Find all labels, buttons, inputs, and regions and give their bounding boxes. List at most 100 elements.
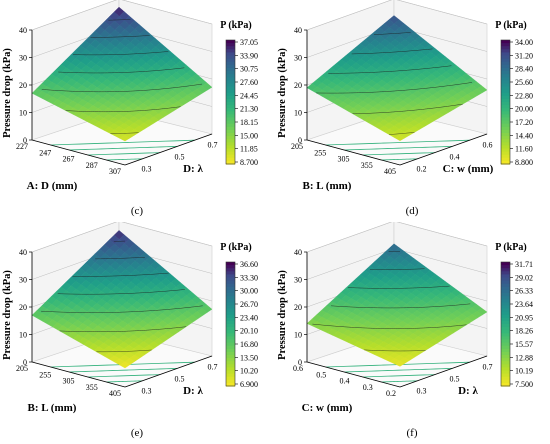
x-tick-label: 255 xyxy=(39,370,51,379)
colorbar-band xyxy=(226,339,235,344)
colorbar-band xyxy=(226,311,235,316)
colorbar-band xyxy=(226,330,235,334)
panel-c: 0 10 20 30 40 Pressure drop (kPa)227 247 267 287… xyxy=(2,0,258,217)
colorbar-band xyxy=(226,64,235,69)
colorbar-band xyxy=(501,139,510,143)
colorbar-band xyxy=(501,67,510,72)
colorbar-band xyxy=(226,289,235,294)
colorbar-tick-label: 37.05 xyxy=(240,38,258,47)
colorbar-band xyxy=(226,67,235,72)
response-surface xyxy=(31,6,213,142)
colorbar-band xyxy=(226,40,235,44)
x-tick-label: 205 xyxy=(291,142,303,151)
colorbar-tick-label: 22.80 xyxy=(515,91,533,100)
y-axis xyxy=(399,355,488,388)
surface-contour xyxy=(312,323,467,329)
colorbar-band xyxy=(501,92,510,97)
colorbar-band xyxy=(226,108,235,112)
colorbar-band xyxy=(501,382,510,387)
floor-contour xyxy=(106,158,143,161)
colorbar-band xyxy=(501,268,510,272)
x-tick-label: 255 xyxy=(314,148,326,157)
colorbar-band xyxy=(501,379,510,384)
floor-contour xyxy=(344,368,453,373)
colorbar-band xyxy=(501,145,510,150)
y-tick-label: 0.2 xyxy=(416,164,426,173)
x-tick-label: 0.2 xyxy=(386,389,396,398)
grid-line xyxy=(31,0,213,31)
colorbar: 34.00 31.20 28.40 25.60 22.80 20.00 17.20 14.40… xyxy=(500,38,533,167)
colorbar-band xyxy=(501,49,510,53)
x-tick-label: 305 xyxy=(63,377,75,386)
colorbar-tick-label: 33.30 xyxy=(240,273,258,282)
colorbar-band xyxy=(226,274,235,279)
colorbar-band xyxy=(226,126,235,131)
colorbar-band xyxy=(501,123,510,128)
colorbar-band xyxy=(226,336,235,341)
colorbar-band xyxy=(226,271,235,275)
colorbar-band xyxy=(226,382,235,387)
colorbar-band xyxy=(226,358,235,362)
colorbar-band xyxy=(226,327,235,331)
surface-contour xyxy=(108,19,131,21)
z-tick-label: 10 xyxy=(294,109,302,118)
colorbar-band xyxy=(226,154,235,159)
colorbar-band xyxy=(501,157,510,162)
x-tick-label: 267 xyxy=(63,155,75,164)
response-surface xyxy=(306,243,488,367)
colorbar-band xyxy=(501,58,510,63)
colorbar-title: P (kPa) xyxy=(220,20,251,31)
z-axis-label: Pressure drop (kPa) xyxy=(277,48,288,138)
surface-contour xyxy=(96,349,152,353)
floor-contour xyxy=(50,139,195,146)
x-axis xyxy=(31,361,126,388)
colorbar-tick-label: 25.60 xyxy=(515,78,533,87)
colorbar-band xyxy=(226,117,235,122)
colorbar-band xyxy=(501,274,510,279)
surface-contour xyxy=(72,51,169,56)
panel-f: 0 10 20 30 40 Pressure drop (kPa) 0.6 0.5 0.4 0.3… xyxy=(277,222,533,439)
colorbar-band xyxy=(226,302,235,306)
response-surface xyxy=(306,15,488,142)
colorbar-tick-label: 20.95 xyxy=(515,313,533,322)
floor-contour xyxy=(325,139,470,146)
colorbar-tick-label: 30.75 xyxy=(240,65,258,74)
colorbar-band xyxy=(501,83,510,88)
colorbar-band xyxy=(226,333,235,337)
colorbar-band xyxy=(501,64,510,69)
surface-plot-1: 0 10 20 30 40 Pressure drop (kPa)205 255 305 355… xyxy=(277,0,533,217)
colorbar-band xyxy=(226,268,235,272)
colorbar-band xyxy=(226,46,235,50)
colorbar-band xyxy=(226,320,235,325)
floor-contour xyxy=(362,374,435,378)
colorbar-tick-label: 14.40 xyxy=(515,131,533,140)
z-tick-label: 0 xyxy=(23,136,27,145)
colorbar-band xyxy=(226,145,235,150)
colorbar-tick-label: 18.15 xyxy=(240,118,258,127)
colorbar-tick-label: 30.00 xyxy=(240,287,258,296)
x-tick-label: 205 xyxy=(16,364,28,373)
z-tick-label: 20 xyxy=(294,303,302,312)
colorbar-band xyxy=(501,311,510,316)
colorbar-band xyxy=(226,367,235,372)
floor-contour xyxy=(87,152,160,156)
panel-d: 0 10 20 30 40 Pressure drop (kPa)205 255 305 355… xyxy=(277,0,533,217)
colorbar-band xyxy=(226,80,235,84)
colorbar-band xyxy=(226,308,235,313)
colorbar-band xyxy=(226,120,235,125)
z-tick-label: 30 xyxy=(294,276,302,285)
colorbar-band xyxy=(226,43,235,47)
colorbar-band xyxy=(226,92,235,97)
z-tick-label: 20 xyxy=(294,81,302,90)
colorbar-band xyxy=(501,327,510,331)
colorbar-tick-label: 20.10 xyxy=(240,327,258,336)
y-tick-label: 0.6 xyxy=(483,141,493,150)
x-tick-label: 405 xyxy=(384,167,396,176)
colorbar-band xyxy=(226,262,235,266)
x-tick-label: 0.6 xyxy=(293,364,303,373)
colorbar-tick-label: 36.60 xyxy=(240,260,258,269)
surface-contour xyxy=(389,132,415,135)
surface-contour xyxy=(41,83,203,93)
surface-cell xyxy=(394,134,406,142)
colorbar-band xyxy=(501,136,510,140)
